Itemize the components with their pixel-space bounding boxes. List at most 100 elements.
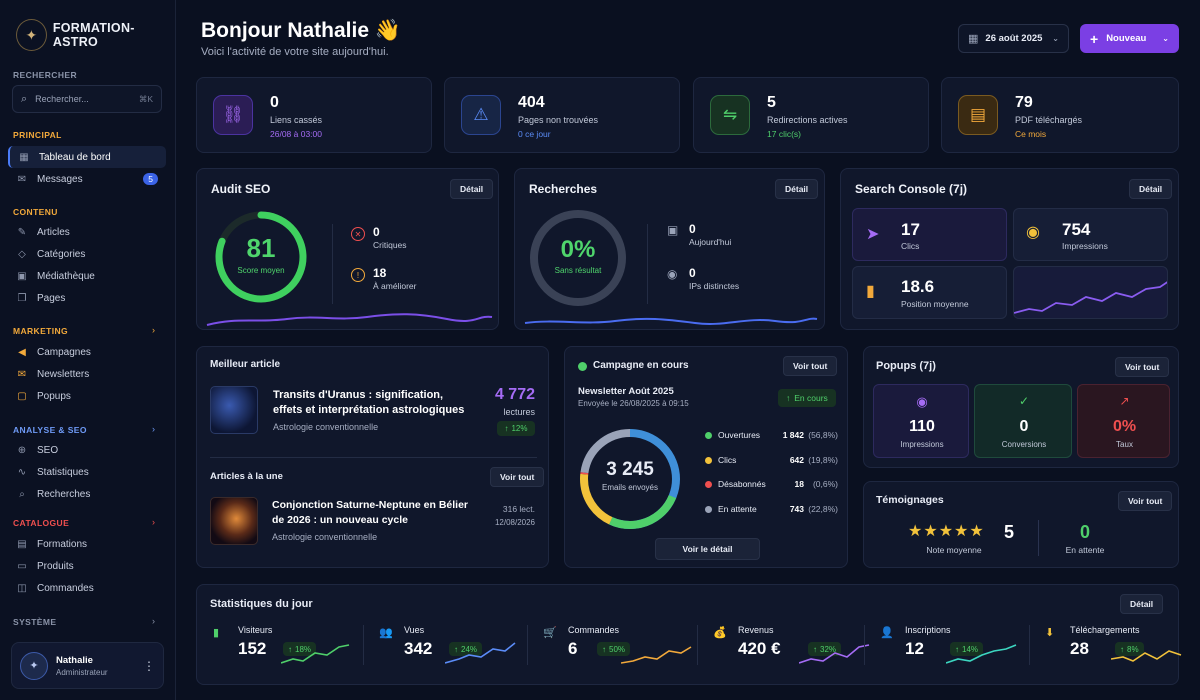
campaign-detail-button[interactable]: Voir le détail [655,538,760,560]
campaign-total-label: Emails envoyés [601,483,659,492]
daily-stat-item[interactable]: ▮ Visiteurs 152 ↑ 18% [209,621,369,677]
campaign-name: Newsletter Août 2025 [578,386,674,397]
stat-card-404[interactable]: ⚠ 404 Pages non trouvées 0 ce jour [444,77,680,153]
stat-sub: 26/08 à 03:00 [270,129,322,139]
date-picker-button[interactable]: ▦ 26 août 2025 ⌄ [958,24,1069,53]
sidebar-item-media[interactable]: ▣ Médiathèque [8,265,166,287]
daily-sparkline [799,644,870,664]
sidebar-item-newsletters[interactable]: ✉ Newsletters [8,363,166,385]
section-marketing[interactable]: MARKETING [13,326,69,336]
daily-stat-label: Visiteurs [238,625,273,635]
book-icon: ▤ [17,538,27,550]
chevron-right-icon[interactable]: › [152,424,155,434]
campaign-row-value: 18 [794,479,804,489]
users-icon: ◉ [667,267,678,281]
sidebar-item-commandes[interactable]: ◫ Commandes [8,577,166,599]
sidebar-item-campagnes[interactable]: ◀ Campagnes [8,341,166,363]
chevron-right-icon[interactable]: › [152,616,155,626]
divider [332,224,333,304]
sidebar-item-articles[interactable]: ✎ Articles [8,221,166,243]
chevron-right-icon[interactable]: › [152,325,155,335]
daily-stat-label: Inscriptions [905,625,951,635]
score-label: Score moyen [237,266,285,275]
envelope-icon: ✉ [17,368,27,380]
daily-trend-value: 50% [609,644,626,654]
sidebar-item-produits[interactable]: ▭ Produits [8,555,166,577]
campaign-stat-row: Ouvertures 1 842 (56,8%) [705,429,838,443]
stat-card-pdf[interactable]: ▤ 79 PDF téléchargés Ce mois [941,77,1179,153]
divider [697,625,698,665]
popup-rate-label: Taux [1116,440,1133,449]
sidebar-item-popups[interactable]: ▢ Popups [8,385,166,407]
sidebar-item-label: Messages [37,173,83,185]
stat-card-broken-links[interactable]: ⛓ 0 Liens cassés 26/08 à 03:00 [196,77,432,153]
console-detail-button[interactable]: Détail [1129,179,1173,199]
card-title: Popups (7j) [876,360,936,372]
magnifier-icon: ⌕ [19,488,25,500]
daily-trend-value: 18% [295,644,312,654]
daily-stat-item[interactable]: 🛒 Commandes 6 ↑ 50% [527,621,699,677]
chevron-right-icon[interactable]: › [152,517,155,527]
une-headline[interactable]: Conjonction Saturne-Neptune en Bélier de… [272,499,469,526]
section-catalogue[interactable]: CATALOGUE [13,518,70,528]
daily-stat-item[interactable]: 👤 Inscriptions 12 ↑ 14% [864,621,1036,677]
console-sparkline [1014,281,1167,314]
popup-conversions-label: Conversions [1001,440,1047,449]
daily-stat-item[interactable]: ⬇ Téléchargements 28 ↑ 8% [1029,621,1200,677]
page-icon: ❐ [17,292,27,304]
stat-value: 79 [1015,94,1033,111]
sidebar-item-pages[interactable]: ❐ Pages [8,287,166,309]
stat-value: 404 [518,94,545,111]
daily-sparkline [1111,650,1182,662]
section-systeme[interactable]: SYSTÈME [13,617,57,627]
sidebar-item-formations[interactable]: ▤ Formations [8,533,166,555]
stat-icon: 👤 [880,627,894,639]
more-vertical-icon[interactable]: ⋮ [143,658,155,673]
sidebar-item-recherches[interactable]: ⌕ Recherches [8,483,166,505]
stat-label: Liens cassés [270,115,323,125]
article-headline[interactable]: Transits d'Uranus : signification, effet… [273,389,465,416]
popup-impressions-label: Impressions [900,440,944,449]
popups-see-all-button[interactable]: Voir tout [1115,357,1170,377]
warning-icon: ⚠ [461,95,501,135]
campaign-stat-row: Désabonnés 18 (0,6%) [705,478,838,492]
megaphone-icon: ◀ [18,346,26,358]
daily-detail-button[interactable]: Détail [1120,594,1164,614]
chevron-down-icon: ⌄ [1052,34,1059,43]
sidebar-item-statistiques[interactable]: ∿ Statistiques [8,461,166,483]
campaign-see-all-button[interactable]: Voir tout [783,356,838,376]
stat-card-redirects[interactable]: ⇋ 5 Redirections actives 17 clic(s) [693,77,929,153]
new-button[interactable]: + Nouveau ⌄ [1080,24,1179,53]
audit-sparkline [206,313,493,326]
user-card[interactable]: ✦ Nathalie Administrateur ⋮ [11,642,164,689]
status-label: En cours [794,393,828,403]
testimonials-see-all-button[interactable]: Voir tout [1118,491,1173,511]
sidebar-item-seo[interactable]: ⊕ SEO [8,439,166,461]
stat-icon: ▮ [213,627,220,639]
sidebar-item-dashboard[interactable]: ▦ Tableau de bord [8,146,166,168]
article-thumbnail[interactable] [210,497,258,545]
card-title: Search Console (7j) [855,182,968,196]
daily-stat-item[interactable]: 💰 Revenus 420 € ↑ 32% [697,621,870,677]
article-thumbnail[interactable] [210,386,258,434]
trend-badge: ↑ 12% [497,421,535,436]
section-analyse[interactable]: ANALYSE & SEO [13,425,87,435]
user-name: Nathalie [56,654,93,666]
audit-detail-button[interactable]: Détail [450,179,494,199]
popup-rate-value: 0% [1112,418,1137,435]
legend-dot [705,481,712,488]
sidebar-search-input[interactable]: ⌕ Rechercher... ⌘K [12,85,162,113]
campaign-row-label: Clics [718,454,737,465]
daily-stat-value: 12 [905,639,924,658]
recherches-detail-button[interactable]: Détail [775,179,819,199]
daily-stat-item[interactable]: 👥 Vues 342 ↑ 24% [363,621,535,677]
date-label: 26 août 2025 [985,33,1043,44]
recherches-sparkline [524,317,818,325]
send-icon: ➤ [866,226,880,243]
sidebar-item-categories[interactable]: ◇ Catégories [8,243,166,265]
une-see-all-button[interactable]: Voir tout [490,467,545,487]
daily-stats-card: Statistiques du jour Détail ▮ Visiteurs 15… [196,584,1182,685]
brand[interactable]: ✦ FORMATION-ASTRO [16,19,175,51]
sidebar-item-label: Newsletters [37,368,90,380]
sidebar-item-messages[interactable]: ✉ Messages 5 [8,168,166,190]
